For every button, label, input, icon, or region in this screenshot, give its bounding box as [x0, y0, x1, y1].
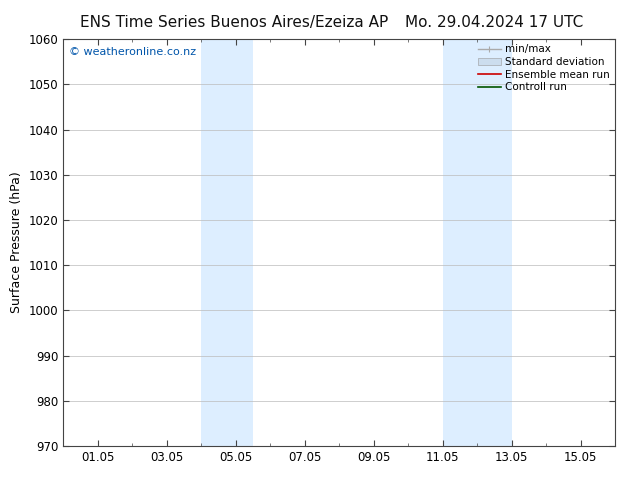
Y-axis label: Surface Pressure (hPa): Surface Pressure (hPa)	[10, 172, 23, 314]
Legend: min/max, Standard deviation, Ensemble mean run, Controll run: min/max, Standard deviation, Ensemble me…	[476, 42, 612, 94]
Bar	[202, 39, 253, 446]
Text: ENS Time Series Buenos Aires/Ezeiza AP: ENS Time Series Buenos Aires/Ezeiza AP	[81, 15, 389, 30]
Bar	[443, 39, 512, 446]
Text: © weatheronline.co.nz: © weatheronline.co.nz	[69, 48, 196, 57]
Text: Mo. 29.04.2024 17 UTC: Mo. 29.04.2024 17 UTC	[405, 15, 584, 30]
